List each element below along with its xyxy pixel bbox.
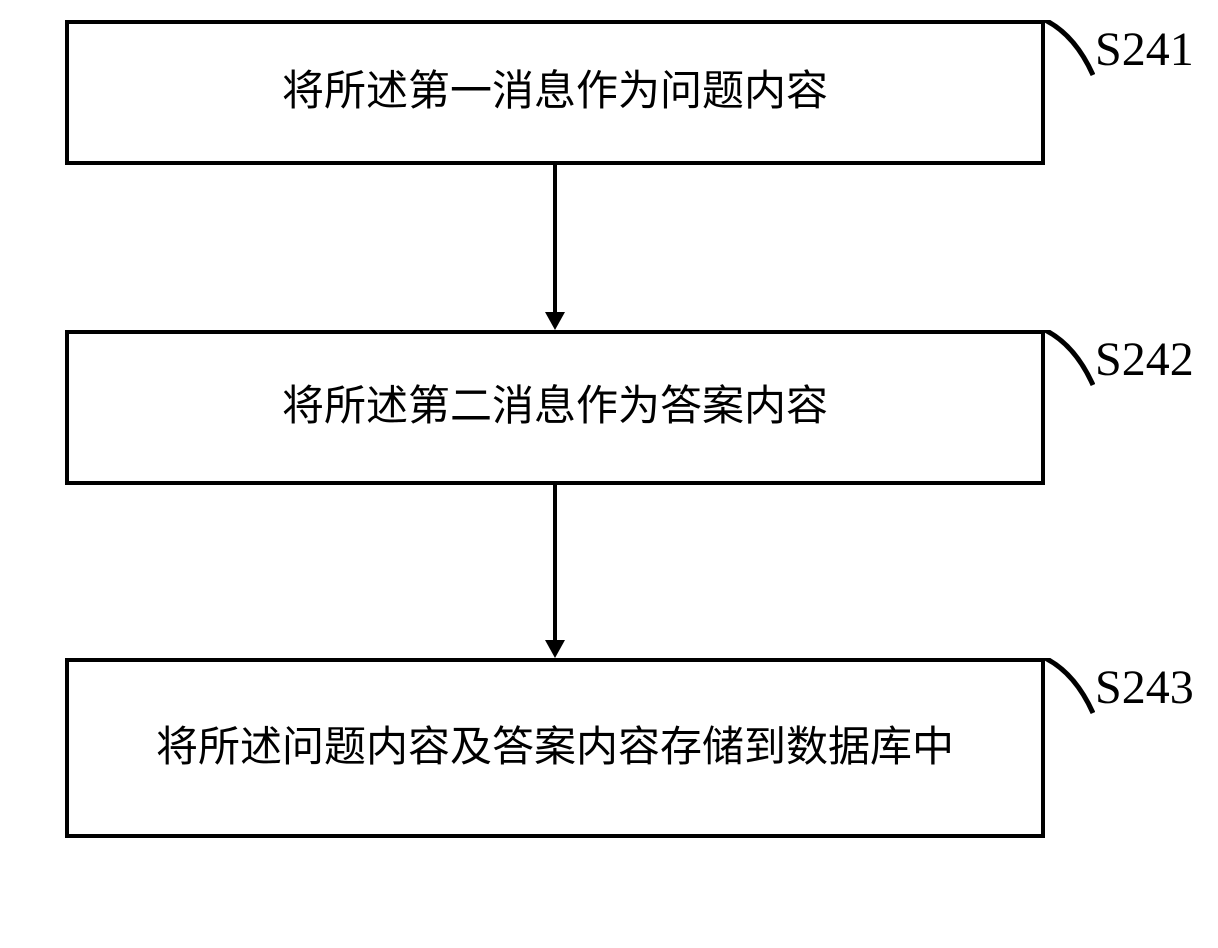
connector-bracket-2: [1045, 330, 1095, 400]
flow-text-3: 将所述问题内容及答案内容存储到数据库中: [156, 719, 954, 778]
flow-box-3: 将所述问题内容及答案内容存储到数据库中: [65, 658, 1045, 838]
arrow-line-1: [553, 165, 557, 312]
flow-box-2: 将所述第二消息作为答案内容: [65, 330, 1045, 485]
step-label-3: S243: [1095, 660, 1194, 715]
step-label-2: S242: [1095, 332, 1194, 387]
flow-text-2: 将所述第二消息作为答案内容: [282, 378, 828, 437]
arrow-head-2: [545, 640, 565, 658]
arrow-line-2: [553, 485, 557, 640]
step-label-1: S241: [1095, 22, 1194, 77]
flow-text-1: 将所述第一消息作为问题内容: [282, 63, 828, 122]
connector-bracket-1: [1045, 20, 1095, 90]
flowchart-container: 将所述第一消息作为问题内容 S241 将所述第二消息作为答案内容 S242 将所…: [0, 0, 1218, 948]
flow-box-1: 将所述第一消息作为问题内容: [65, 20, 1045, 165]
arrow-head-1: [545, 312, 565, 330]
connector-bracket-3: [1045, 658, 1095, 728]
